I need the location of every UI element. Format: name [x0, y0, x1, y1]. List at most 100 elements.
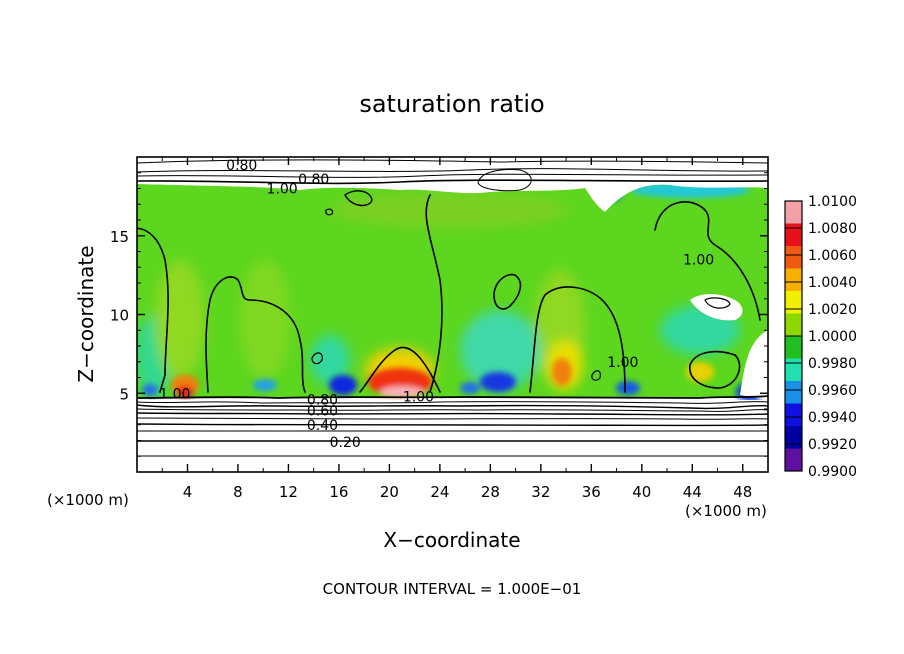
x-axis-ticks: 4 8 12 16 20 24 28 32 36 40 44 48	[161, 157, 752, 501]
contour-1-tower-3	[359, 346, 441, 393]
contour-label: 1.00	[159, 386, 190, 402]
colorbar-swatch	[785, 313, 802, 337]
colorbar-swatch	[785, 291, 802, 314]
contour-1-small-right	[591, 370, 601, 381]
colorbar-swatch	[785, 403, 802, 427]
contour-1-00-base	[137, 395, 768, 399]
contour-1-tower-left	[137, 227, 169, 393]
colorbar: 1.0100 1.0080 1.0060 1.0040 1.0020 1.0000 0.99…	[784, 194, 857, 480]
chart-title: saturation ratio	[359, 90, 544, 118]
contour-1-blob-mid	[493, 273, 522, 310]
colorbar-label: 1.0060	[808, 248, 857, 264]
contour-1-east-small	[704, 297, 731, 309]
field-blue-6	[142, 384, 158, 396]
x-tick-label: 16	[329, 483, 348, 501]
y-tick-label: 15	[110, 228, 129, 246]
contour-top-2	[137, 168, 768, 173]
x-tick-label: 12	[279, 483, 298, 501]
contour-0-90	[137, 401, 768, 404]
y-axis-ticks: 5 10 15	[110, 172, 768, 457]
colorbar-label: 0.9900	[808, 464, 857, 480]
contour-1-tower-center	[425, 194, 443, 393]
contour-top-4	[137, 179, 768, 185]
contour-small-1	[344, 190, 373, 207]
colorbar-swatch	[785, 336, 802, 359]
contour-0-70	[137, 408, 768, 412]
colorbar-label: 0.9960	[808, 383, 857, 399]
colorbar-label: 1.0020	[808, 302, 857, 318]
contour-top-3	[137, 173, 768, 178]
contour-small-2	[325, 208, 334, 216]
colorbar-label: 0.9920	[808, 437, 857, 453]
colorbar-label: 1.0040	[808, 275, 857, 291]
contour-lines	[137, 159, 768, 457]
field-cyan-plume	[460, 310, 540, 390]
contour-1-tower-right	[529, 286, 626, 393]
colorbar-label: 1.0100	[808, 194, 857, 210]
colorbar-swatch	[785, 358, 802, 382]
field-lime-top	[330, 192, 570, 228]
contour-top-1	[137, 159, 768, 164]
field-blue-3	[460, 382, 480, 394]
contour-labels: 0.800.801.001.001.001.001.000.800.600.40…	[159, 158, 714, 451]
colorbar-swatch	[785, 381, 802, 404]
colorbar-label: 1.0000	[808, 329, 857, 345]
x-tick-label: 24	[430, 483, 449, 501]
x-tick-label: 4	[183, 483, 193, 501]
contour-label: 0.80	[307, 393, 338, 409]
contour-label: 0.80	[226, 158, 257, 174]
x-unit-left: (×1000 m)	[47, 491, 129, 509]
contour-1-small-left	[311, 352, 323, 365]
contour-label: 0.20	[330, 435, 361, 451]
y-tick-label: 10	[110, 307, 129, 325]
white-right-edge	[740, 330, 768, 400]
x-tick-label: 44	[683, 483, 702, 501]
white-lower-band	[137, 400, 768, 472]
contour-label: 0.60	[307, 404, 338, 420]
x-axis-label: X−coordinate	[383, 528, 520, 552]
contour-1-east-blob	[689, 350, 741, 389]
field-features	[137, 192, 740, 395]
contour-0-80	[137, 404, 768, 410]
colorbar-label: 0.9940	[808, 410, 857, 426]
colorbar-label: 1.0080	[808, 221, 857, 237]
colorbar-swatch	[785, 246, 802, 269]
colorbar-swatch	[785, 448, 802, 472]
colorbar-swatch	[785, 223, 802, 247]
contour-label: 1.00	[683, 252, 714, 268]
x-tick-label: 36	[582, 483, 601, 501]
colorbar-swatch	[785, 268, 802, 292]
contour-interval-footer: CONTOUR INTERVAL = 1.000E−01	[323, 580, 582, 598]
contour-0-50	[137, 417, 768, 420]
field-blue-1	[329, 375, 357, 395]
y-tick-label: 5	[119, 385, 129, 403]
contour-label: 0.40	[307, 418, 338, 434]
x-tick-label: 32	[531, 483, 550, 501]
contour-1-tower-2	[205, 276, 306, 393]
x-unit-right: (×1000 m)	[685, 502, 767, 520]
colorbar-swatch	[785, 201, 802, 224]
y-axis-label: Z−coordinate	[74, 245, 98, 382]
field-lime-tower-2	[240, 260, 290, 380]
field-orange-right	[552, 358, 572, 386]
x-tick-label: 28	[481, 483, 500, 501]
field-blue-2	[480, 372, 516, 392]
contour-0-60	[137, 412, 768, 416]
field-lime-tower-1	[155, 260, 205, 380]
field-cyan-mid	[310, 335, 350, 385]
x-tick-label: 20	[380, 483, 399, 501]
x-tick-label: 8	[233, 483, 243, 501]
contour-0-40	[137, 423, 768, 427]
contour-1-east	[654, 201, 761, 321]
x-tick-label: 48	[733, 483, 752, 501]
field-red-left	[176, 386, 194, 398]
contour-label: 0.80	[298, 172, 329, 188]
x-tick-label: 40	[632, 483, 651, 501]
contour-label: 1.00	[607, 355, 638, 371]
field-pink-center	[380, 386, 424, 398]
contour-label: 1.00	[403, 389, 434, 405]
field-blue-4	[616, 381, 640, 395]
contour-white-blob	[477, 169, 532, 192]
colorbar-swatch	[785, 426, 802, 449]
